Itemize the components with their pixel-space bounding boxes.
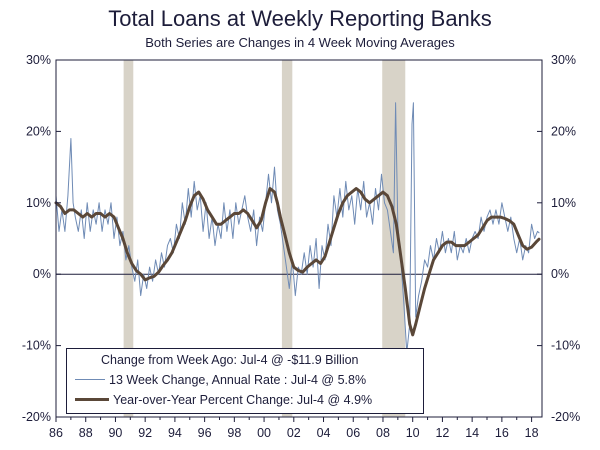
x-tick-label: 86 <box>49 426 63 440</box>
x-tick-label: 18 <box>525 426 539 440</box>
legend-swatch-13-week <box>75 379 105 380</box>
y-tick-label-right: 0% <box>551 267 569 281</box>
y-tick-label-left: 20% <box>26 124 51 138</box>
x-tick-label: 92 <box>138 426 152 440</box>
chart-title: Total Loans at Weekly Reporting Banks <box>108 6 492 31</box>
x-tick-label: 98 <box>227 426 241 440</box>
x-tick-label: 04 <box>317 426 331 440</box>
x-tick-label: 12 <box>435 426 449 440</box>
x-tick-label: 90 <box>108 426 122 440</box>
x-tick-label: 88 <box>79 426 93 440</box>
y-tick-label-right: -10% <box>551 339 580 353</box>
series-line-yoy <box>54 187 541 337</box>
y-tick-label-right: -20% <box>551 410 580 424</box>
y-tick-label-left: -20% <box>22 410 51 424</box>
legend-label-13-week: 13 Week Change, Annual Rate : Jul-4 @ 5.… <box>109 373 367 387</box>
y-tick-label-left: 10% <box>26 196 51 210</box>
x-tick-label: 96 <box>198 426 212 440</box>
y-tick-label-right: 20% <box>551 124 576 138</box>
x-tick-label: 02 <box>287 426 301 440</box>
x-tick-label: 16 <box>495 426 509 440</box>
x-tick-label: 06 <box>346 426 360 440</box>
y-tick-label-right: 30% <box>551 53 576 67</box>
y-tick-label-left: -10% <box>22 339 51 353</box>
y-tick-label-left: 30% <box>26 53 51 67</box>
x-tick-label: 94 <box>168 426 182 440</box>
legend-title: Change from Week Ago: Jul-4 @ -$11.9 Bil… <box>101 353 359 367</box>
legend-swatch-yoy <box>75 398 109 401</box>
x-tick-label: 00 <box>257 426 271 440</box>
legend: Change from Week Ago: Jul-4 @ -$11.9 Bil… <box>66 348 424 414</box>
legend-label-yoy: Year-over-Year Percent Change: Jul-4 @ 4… <box>113 393 373 407</box>
recession-bar <box>123 60 134 417</box>
x-tick-label: 08 <box>376 426 390 440</box>
y-tick-label-right: 10% <box>551 196 576 210</box>
x-tick-label: 10 <box>406 426 420 440</box>
plot-frame <box>55 59 543 418</box>
x-tick-label: 14 <box>465 426 479 440</box>
chart-subtitle: Both Series are Changes in 4 Week Moving… <box>145 35 455 50</box>
y-tick-label-left: 0% <box>33 267 51 281</box>
